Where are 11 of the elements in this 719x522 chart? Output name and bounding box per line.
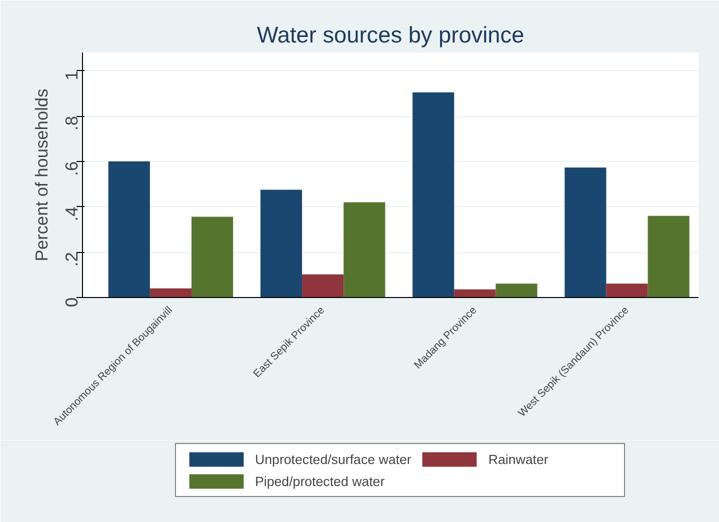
y-tick-label: .2 — [62, 252, 82, 267]
legend-label: Unprotected/surface water — [255, 452, 412, 466]
chart-title: Water sources by province — [256, 22, 524, 48]
y-axis-title: Percent of households — [32, 88, 52, 262]
y-tick-label: 1 — [62, 70, 82, 80]
y-tick-label: .8 — [62, 116, 82, 130]
legend-label: Piped/protected water — [255, 474, 385, 488]
y-tick-label: 0 — [62, 297, 82, 308]
y-tick-label: .4 — [62, 206, 82, 222]
y-tick-label: .6 — [62, 161, 82, 176]
legend-label: Rainwater — [488, 452, 550, 466]
